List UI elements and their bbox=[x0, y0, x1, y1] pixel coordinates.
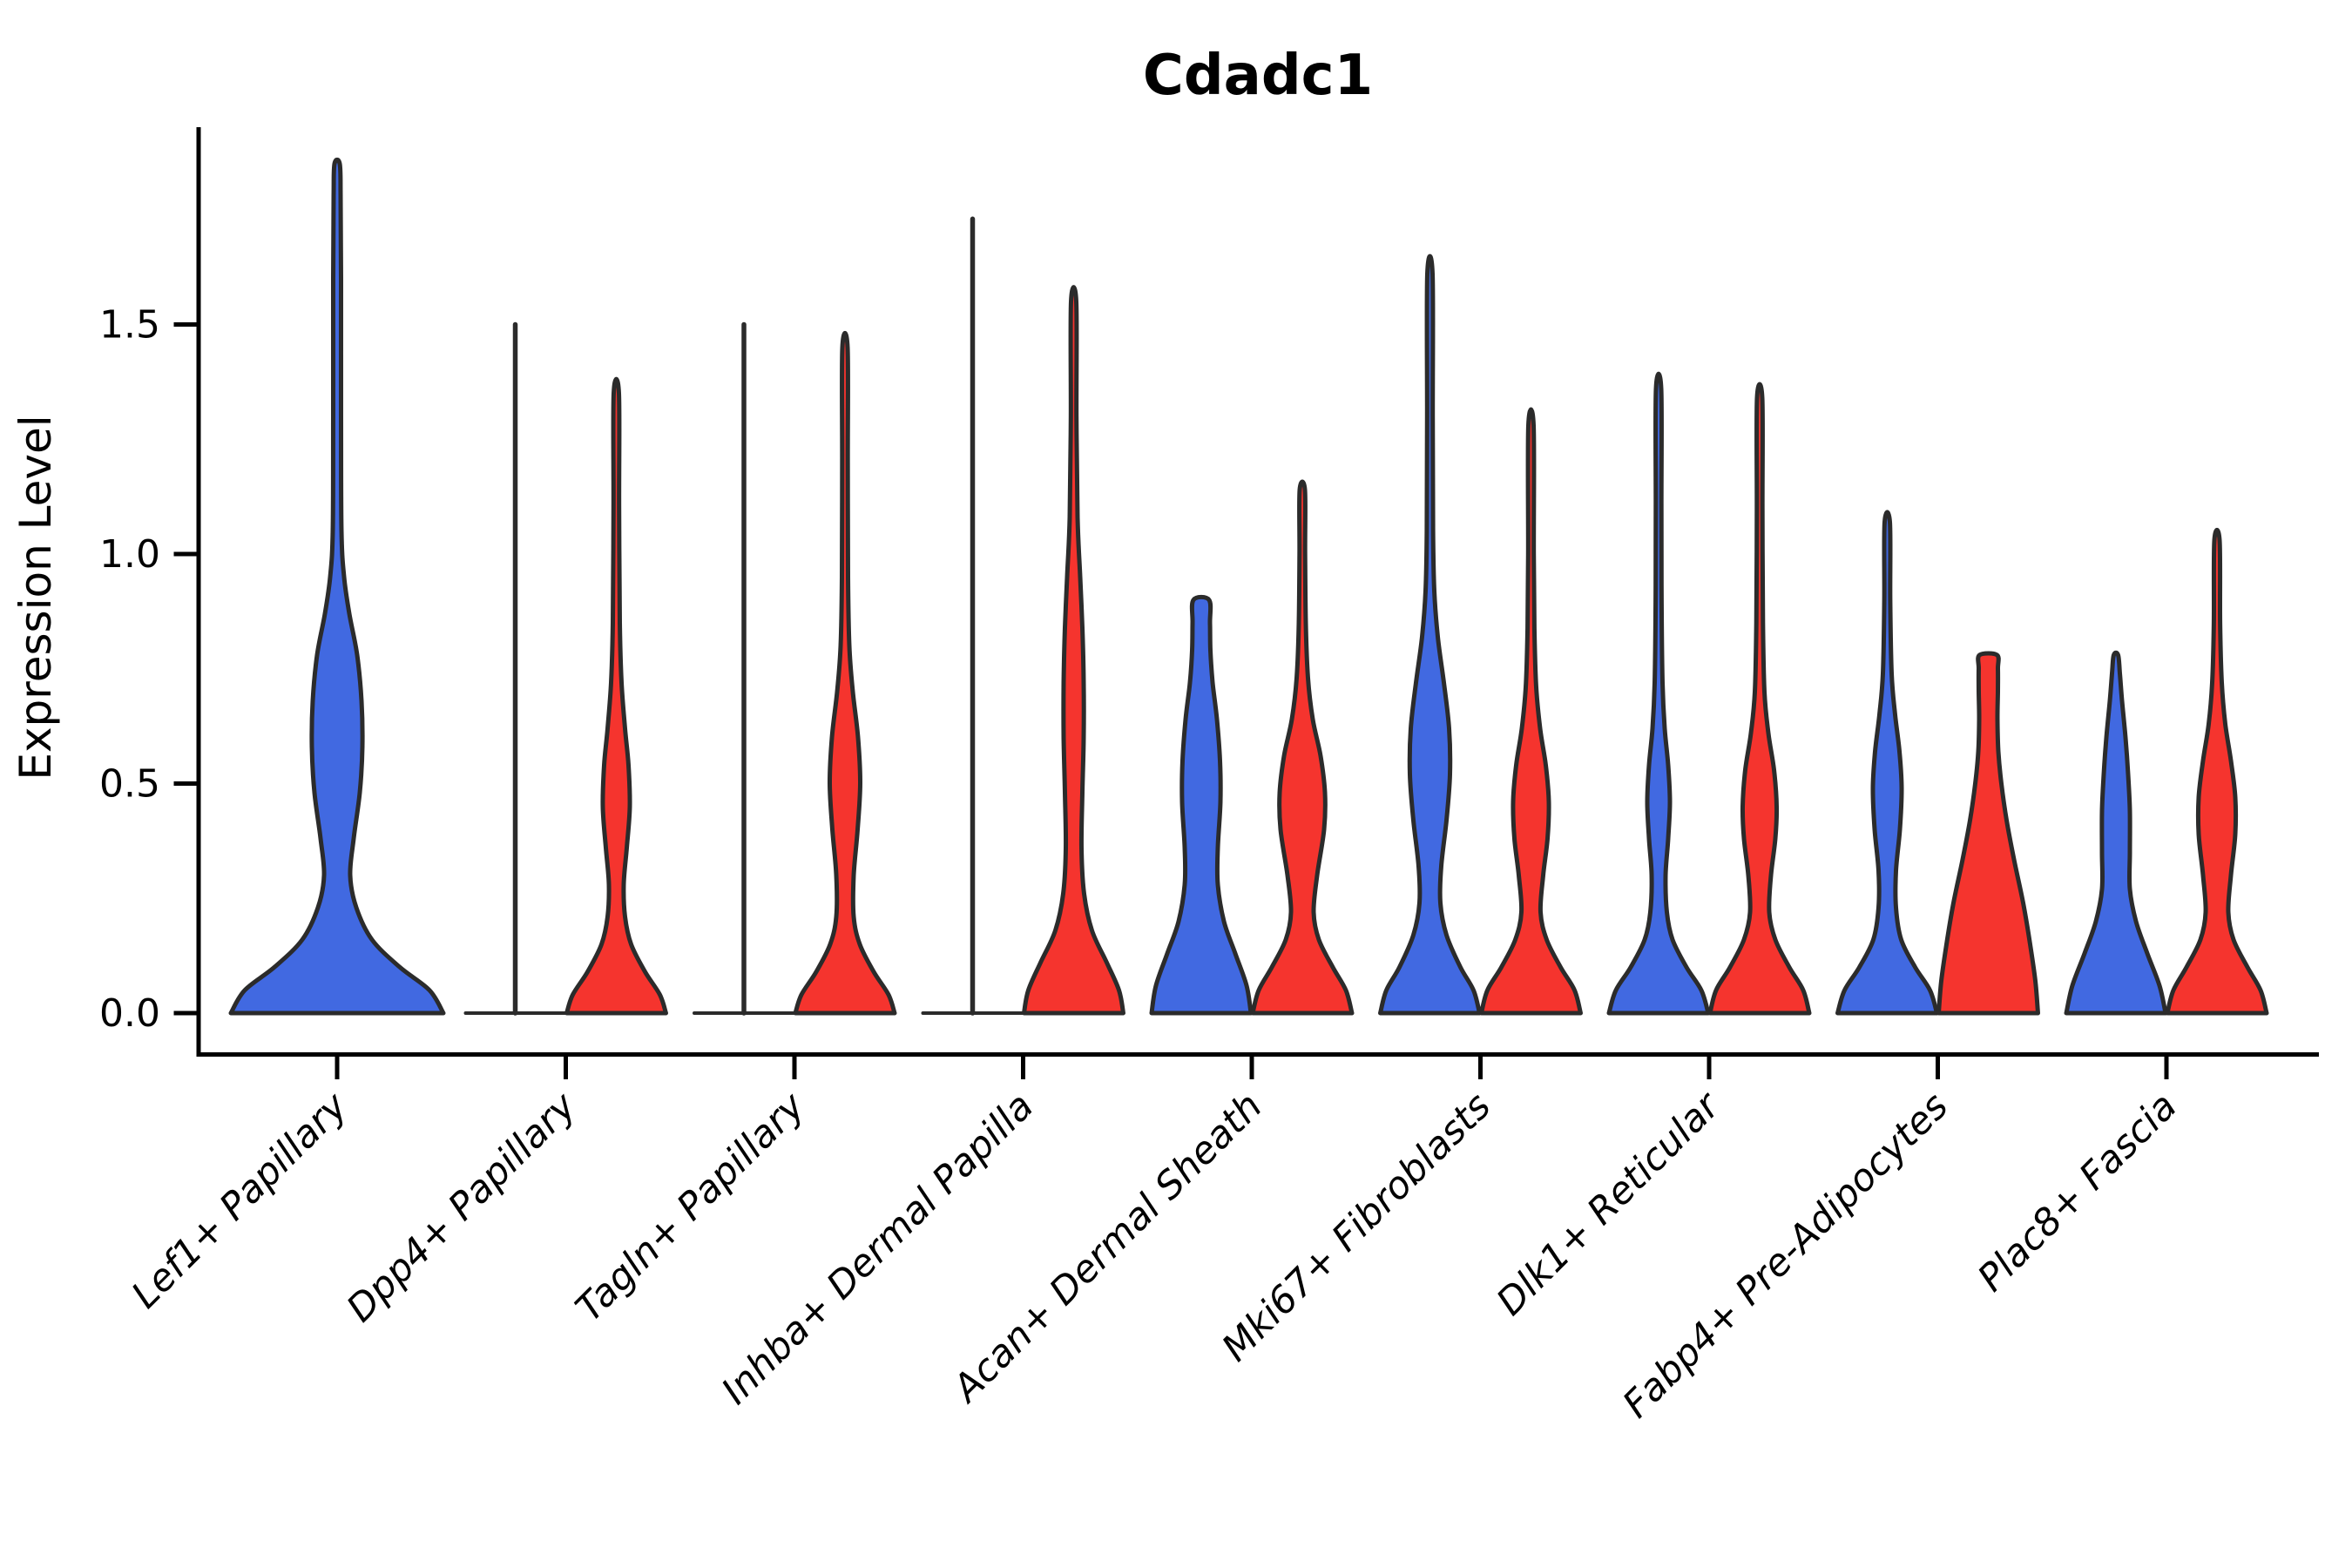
violin-blue-cat8 bbox=[2064, 650, 2168, 1016]
x-axis-tick-label: Dlk1+ Reticular bbox=[1489, 1083, 1730, 1324]
y-axis-tick-label: 0.5 bbox=[99, 762, 160, 807]
violin-blue-cat0 bbox=[228, 158, 446, 1016]
y-axis-tick-label: 0.0 bbox=[99, 991, 160, 1036]
violin-blue-cat6 bbox=[1606, 371, 1711, 1016]
violin-blue-cat5 bbox=[1378, 253, 1482, 1016]
chart-title: Cdadc1 bbox=[1143, 44, 1373, 108]
violin-red-cat3 bbox=[1022, 285, 1125, 1016]
violin-blue-cat4 bbox=[1149, 594, 1254, 1016]
violin-red-cat2 bbox=[793, 330, 897, 1016]
y-axis-tick-label: 1.0 bbox=[99, 532, 160, 577]
violin-red-cat8 bbox=[2165, 527, 2269, 1016]
x-axis-tick-label: Plac8+ Fascia bbox=[1970, 1085, 2186, 1301]
violin-blue-cat7 bbox=[1835, 510, 1939, 1016]
x-axis-tick-label: Dpp4+ Papillary bbox=[339, 1085, 585, 1331]
y-axis-label: Expression Level bbox=[10, 415, 61, 780]
x-axis-tick-label: Tagln+ Papillary bbox=[568, 1085, 814, 1331]
violin-red-cat5 bbox=[1479, 407, 1583, 1016]
violin-red-cat6 bbox=[1707, 382, 1812, 1016]
violin-red-cat7 bbox=[1936, 651, 2040, 1016]
violin-red-cat4 bbox=[1250, 479, 1355, 1016]
violin-red-cat1 bbox=[564, 376, 668, 1016]
y-axis-tick-label: 1.5 bbox=[99, 303, 160, 348]
x-axis-tick-label: Lef1+ Papillary bbox=[124, 1085, 356, 1317]
